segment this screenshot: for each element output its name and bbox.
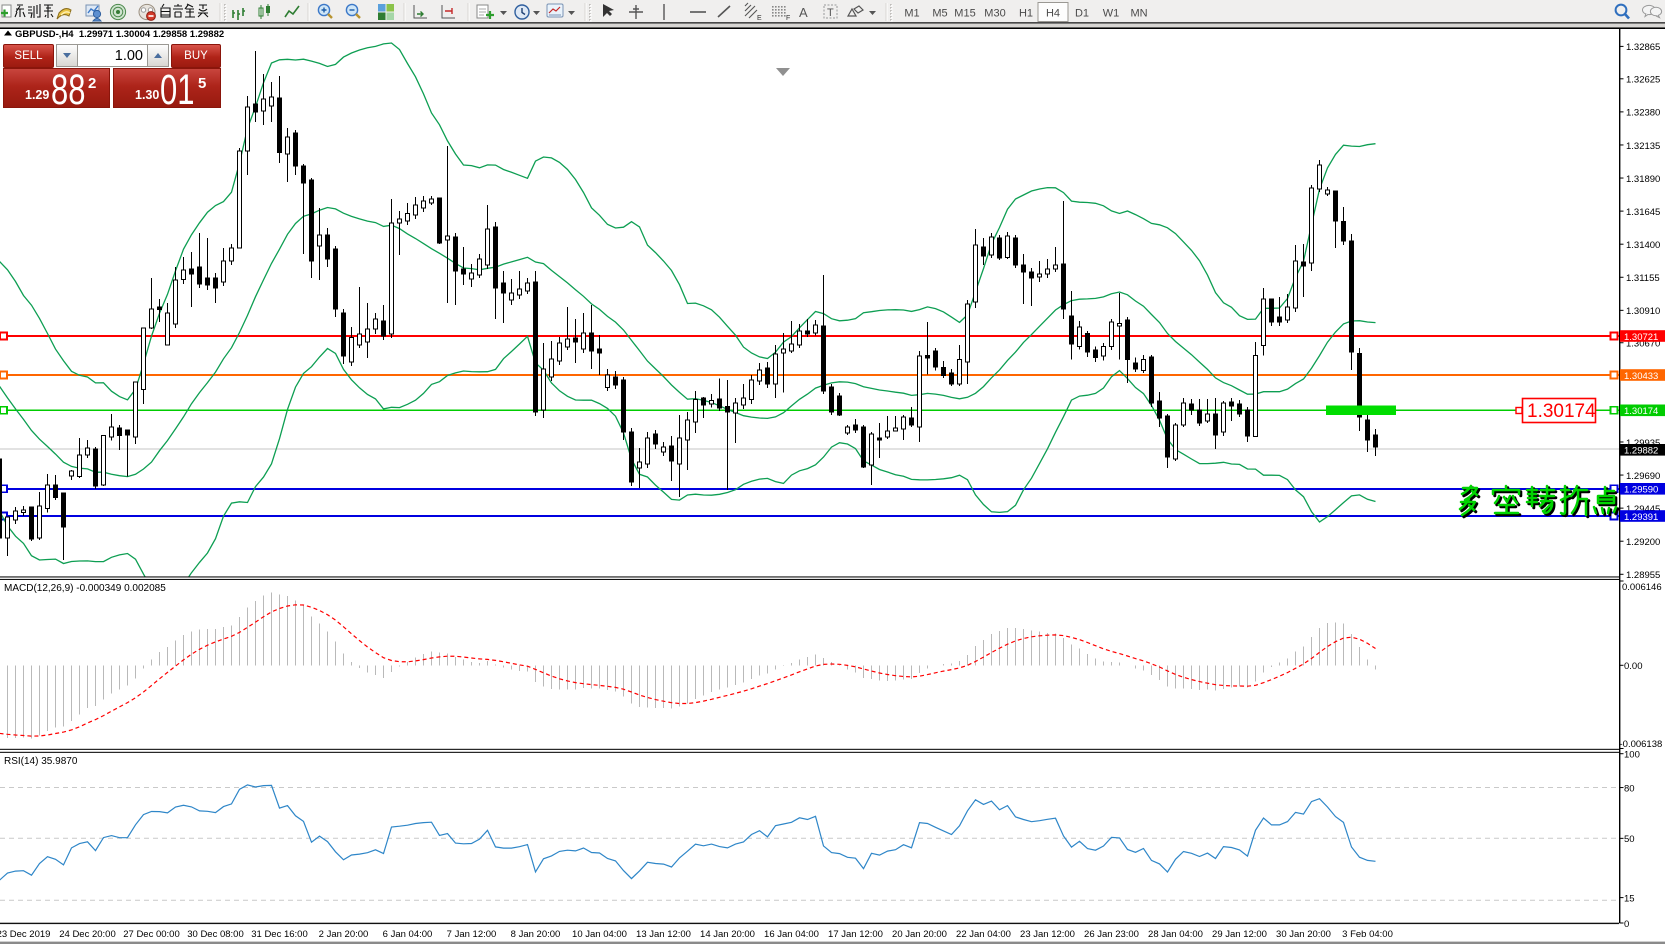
svg-text:1.32135: 1.32135	[1626, 141, 1660, 152]
svg-text:1.31890: 1.31890	[1626, 174, 1660, 185]
svg-text:0: 0	[1624, 919, 1629, 930]
svg-text:1.29935: 1.29935	[1626, 438, 1660, 449]
svg-text:MN: MN	[1130, 8, 1147, 20]
svg-text:17 Jan 12:00: 17 Jan 12:00	[828, 929, 883, 940]
svg-text:1.30910: 1.30910	[1626, 306, 1660, 317]
svg-text:0.00: 0.00	[1624, 661, 1643, 672]
svg-text:1.30174: 1.30174	[1624, 406, 1658, 417]
svg-text:1.28955: 1.28955	[1626, 570, 1660, 581]
svg-text:10 Jan 04:00: 10 Jan 04:00	[572, 929, 627, 940]
svg-text:31 Dec 16:00: 31 Dec 16:00	[251, 929, 308, 940]
svg-text:7 Jan 12:00: 7 Jan 12:00	[447, 929, 497, 940]
svg-text:2 Jan 20:00: 2 Jan 20:00	[319, 929, 369, 940]
svg-text:20 Jan 20:00: 20 Jan 20:00	[892, 929, 947, 940]
svg-text:1.29391: 1.29391	[1624, 512, 1658, 523]
svg-text:1.29690: 1.29690	[1626, 471, 1660, 482]
svg-text:D1: D1	[1075, 8, 1089, 20]
svg-text:RSI(14) 35.9870: RSI(14) 35.9870	[4, 756, 78, 767]
svg-text:F: F	[786, 15, 790, 22]
svg-text:1.30433: 1.30433	[1624, 371, 1658, 382]
svg-text:16 Jan 04:00: 16 Jan 04:00	[764, 929, 819, 940]
svg-text:26 Jan 23:00: 26 Jan 23:00	[1084, 929, 1139, 940]
svg-text:H4: H4	[1046, 8, 1060, 20]
svg-text:14 Jan 20:00: 14 Jan 20:00	[700, 929, 755, 940]
svg-text:80: 80	[1624, 783, 1635, 794]
svg-text:6 Jan 04:00: 6 Jan 04:00	[383, 929, 433, 940]
svg-text:1.29445: 1.29445	[1626, 504, 1660, 515]
svg-text:50: 50	[1624, 834, 1635, 845]
svg-text:27 Dec 00:00: 27 Dec 00:00	[123, 929, 180, 940]
svg-text:1.32625: 1.32625	[1626, 75, 1660, 86]
svg-text:100: 100	[1624, 750, 1640, 761]
svg-text:1.32380: 1.32380	[1626, 108, 1660, 119]
svg-text:30 Dec 08:00: 30 Dec 08:00	[187, 929, 244, 940]
svg-text:28 Jan 04:00: 28 Jan 04:00	[1148, 929, 1203, 940]
svg-text:8 Jan 20:00: 8 Jan 20:00	[511, 929, 561, 940]
svg-text:1.29882: 1.29882	[1624, 446, 1658, 457]
svg-text:22 Jan 04:00: 22 Jan 04:00	[956, 929, 1011, 940]
svg-text:24 Dec 20:00: 24 Dec 20:00	[59, 929, 116, 940]
svg-text:A: A	[799, 5, 808, 20]
svg-text:1.31645: 1.31645	[1626, 207, 1660, 218]
svg-text:1.31155: 1.31155	[1626, 273, 1660, 284]
svg-text:1.29590: 1.29590	[1624, 485, 1658, 496]
svg-text:M15: M15	[954, 8, 975, 20]
svg-text:MACD(12,26,9) -0.000349 0.0020: MACD(12,26,9) -0.000349 0.002085	[4, 583, 166, 594]
svg-text:M30: M30	[984, 8, 1005, 20]
svg-text:GBPUSD-,H4 1.29971 1.30004 1.: GBPUSD-,H4 1.29971 1.30004 1.29858 1.298…	[15, 29, 224, 40]
svg-text:1.29200: 1.29200	[1626, 537, 1660, 548]
svg-text:15: 15	[1624, 893, 1635, 904]
svg-text:23 Dec 2019: 23 Dec 2019	[0, 929, 50, 940]
svg-text:0.006146: 0.006146	[1622, 582, 1662, 593]
svg-text:1.30174: 1.30174	[1527, 401, 1596, 422]
svg-text:3 Feb 04:00: 3 Feb 04:00	[1342, 929, 1393, 940]
svg-text:-0.006138: -0.006138	[1620, 739, 1663, 750]
svg-text:1.30721: 1.30721	[1624, 332, 1658, 343]
svg-text:M5: M5	[932, 8, 947, 20]
svg-text:1.32865: 1.32865	[1626, 42, 1660, 53]
svg-text:W1: W1	[1103, 8, 1120, 20]
svg-text:E: E	[757, 15, 762, 22]
svg-text:T: T	[827, 7, 834, 19]
svg-text:30 Jan 20:00: 30 Jan 20:00	[1276, 929, 1331, 940]
svg-text:H1: H1	[1019, 8, 1033, 20]
svg-text:13 Jan 12:00: 13 Jan 12:00	[636, 929, 691, 940]
svg-text:1.30670: 1.30670	[1626, 339, 1660, 350]
svg-text:M1: M1	[904, 8, 919, 20]
svg-text:1.31400: 1.31400	[1626, 240, 1660, 251]
svg-text:23 Jan 12:00: 23 Jan 12:00	[1020, 929, 1075, 940]
svg-text:29 Jan 12:00: 29 Jan 12:00	[1212, 929, 1267, 940]
